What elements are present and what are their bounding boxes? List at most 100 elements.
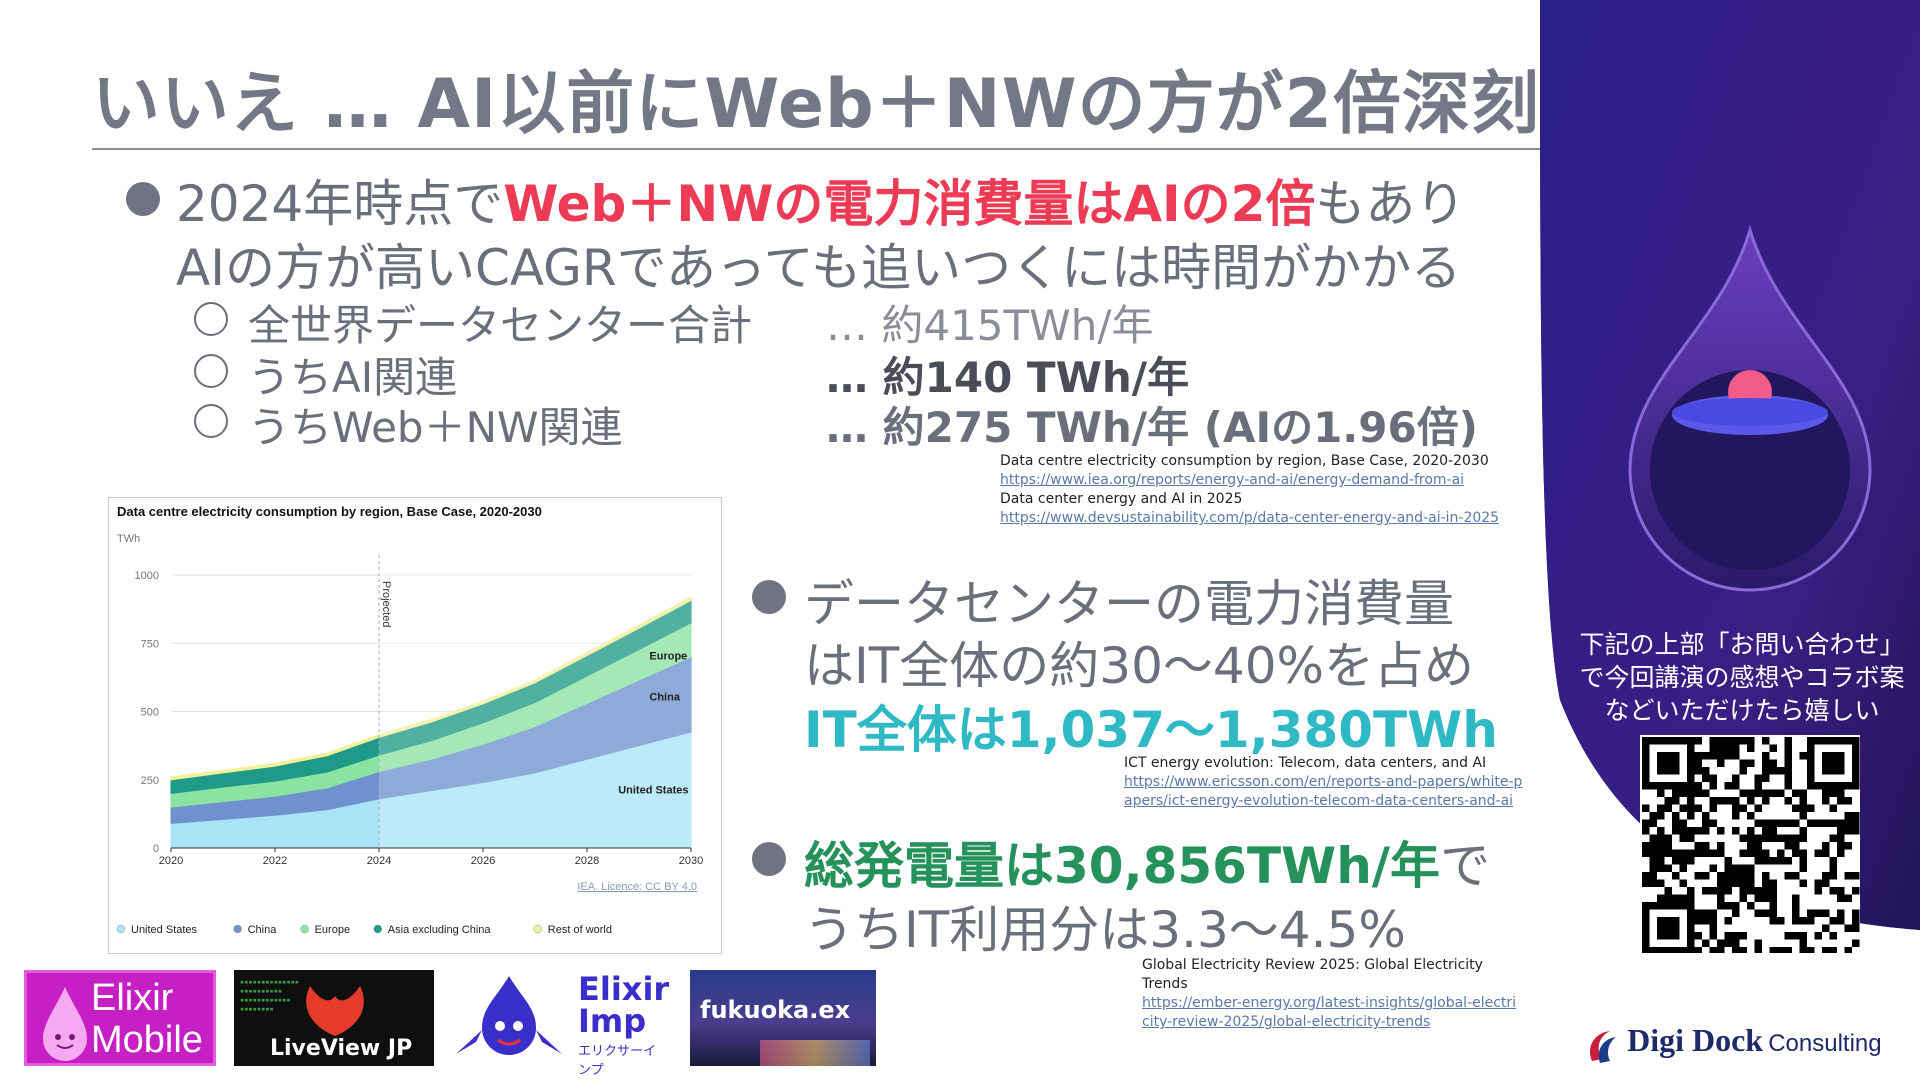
qr-module: [1837, 827, 1845, 835]
qr-module: [1694, 804, 1702, 812]
qr-module: [1672, 917, 1680, 925]
source-1-link-2[interactable]: https://www.devsustainability.com/p/data…: [1000, 510, 1500, 526]
sub-item-1-value: … 約415TWh/年: [826, 301, 1154, 350]
qr-module: [1679, 857, 1687, 865]
qr-module: [1769, 789, 1777, 797]
qr-module: [1709, 917, 1717, 925]
qr-module: [1694, 827, 1702, 835]
bullet-1-post: もあり: [1315, 175, 1466, 233]
qr-module: [1784, 782, 1792, 790]
qr-module: [1717, 939, 1725, 947]
qr-module: [1739, 864, 1747, 872]
qr-module: [1732, 864, 1740, 872]
qr-module: [1792, 872, 1800, 880]
source-3-link[interactable]: https://ember-energy.org/latest-insights…: [1142, 995, 1517, 1030]
qr-module: [1852, 827, 1860, 835]
qr-module: [1687, 887, 1695, 895]
qr-module: [1852, 767, 1860, 775]
sub-item-2-value: … 約140 TWh/年: [826, 353, 1190, 402]
qr-module: [1792, 909, 1800, 917]
qr-module: [1709, 924, 1717, 932]
qr-module: [1777, 819, 1785, 827]
qr-module: [1649, 842, 1657, 850]
qr-module: [1642, 917, 1650, 925]
code-texture: ▪▪▪▪▪▪▪▪▪▪▪▪▪▪ ▪▪▪▪▪▪▪▪▪▪ ▪▪▪▪▪▪▪▪▪▪▪▪ ▪▪▪▪…: [240, 978, 300, 1013]
chart-projected-overlay: [379, 555, 691, 848]
qr-module: [1694, 752, 1702, 760]
qr-module: [1754, 774, 1762, 782]
qr-module: [1792, 834, 1800, 842]
qr-module: [1769, 744, 1777, 752]
qr-module: [1822, 782, 1830, 790]
qr-module: [1852, 872, 1860, 880]
source-1-link-1[interactable]: https://www.iea.org/reports/energy-and-a…: [1000, 472, 1465, 488]
qr-module: [1642, 774, 1650, 782]
qr-module: [1672, 812, 1680, 820]
title-divider: [92, 148, 1540, 150]
qr-module: [1799, 932, 1807, 940]
qr-module: [1732, 932, 1740, 940]
qr-module: [1709, 737, 1717, 745]
source-1-title-2: Data center energy and AI in 2025: [1000, 491, 1243, 507]
qr-module: [1777, 767, 1785, 775]
qr-module: [1762, 872, 1770, 880]
qr-module: [1679, 737, 1687, 745]
qr-module: [1687, 902, 1695, 910]
chart-x-tick-label: 2022: [263, 855, 287, 867]
qr-module: [1717, 849, 1725, 857]
qr-module: [1657, 842, 1665, 850]
qr-module: [1829, 789, 1837, 797]
qr-module: [1754, 909, 1762, 917]
qr-module: [1739, 737, 1747, 745]
qr-module: [1844, 924, 1852, 932]
qr-module: [1672, 857, 1680, 865]
qr-module: [1837, 767, 1845, 775]
qr-module: [1792, 902, 1800, 910]
bullet-1-line-2: AIの方が高いCAGRであっても追いつくには時間がかかる: [176, 239, 1462, 297]
qr-code-pattern: [1642, 737, 1860, 955]
qr-module: [1747, 849, 1755, 857]
qr-module: [1754, 857, 1762, 865]
qr-module: [1642, 879, 1650, 887]
qr-module: [1837, 752, 1845, 760]
qr-module: [1739, 879, 1747, 887]
qr-module: [1822, 947, 1830, 955]
qr-module: [1754, 789, 1762, 797]
bullet-1-line-1: 2024年時点でWeb＋NWの電力消費量はAIの2倍もあり: [176, 164, 1465, 236]
qr-module: [1709, 752, 1717, 760]
qr-module: [1724, 902, 1732, 910]
qr-module: [1762, 774, 1770, 782]
qr-module: [1672, 894, 1680, 902]
qr-module: [1657, 827, 1665, 835]
qr-module: [1769, 759, 1777, 767]
bullet-1-dot: [126, 182, 160, 216]
bullet-2-line-1: データセンターの電力消費量: [804, 575, 1454, 633]
qr-module: [1732, 782, 1740, 790]
qr-module: [1657, 849, 1665, 857]
qr-module: [1769, 819, 1777, 827]
qr-module: [1784, 767, 1792, 775]
qr-module: [1702, 939, 1710, 947]
qr-module: [1687, 857, 1695, 865]
qr-module: [1747, 812, 1755, 820]
qr-module: [1657, 864, 1665, 872]
qr-module: [1687, 767, 1695, 775]
fukuoka-ex-text: fukuoka.ex: [700, 996, 851, 1024]
qr-module: [1822, 752, 1830, 760]
qr-module: [1829, 767, 1837, 775]
qr-module: [1687, 737, 1695, 745]
qr-module: [1664, 947, 1672, 955]
qr-code[interactable]: [1640, 735, 1860, 955]
sub-item-1-label: 全世界データセンター合計: [248, 301, 753, 350]
qr-module: [1829, 759, 1837, 767]
qr-module: [1777, 789, 1785, 797]
qr-module: [1799, 812, 1807, 820]
chart-legend-label: China: [248, 924, 278, 936]
qr-module: [1822, 767, 1830, 775]
qr-module: [1747, 737, 1755, 745]
qr-module: [1784, 752, 1792, 760]
qr-module: [1747, 872, 1755, 880]
qr-module: [1799, 864, 1807, 872]
source-2-link[interactable]: https://www.ericsson.com/en/reports-and-…: [1124, 774, 1523, 809]
qr-module: [1762, 752, 1770, 760]
